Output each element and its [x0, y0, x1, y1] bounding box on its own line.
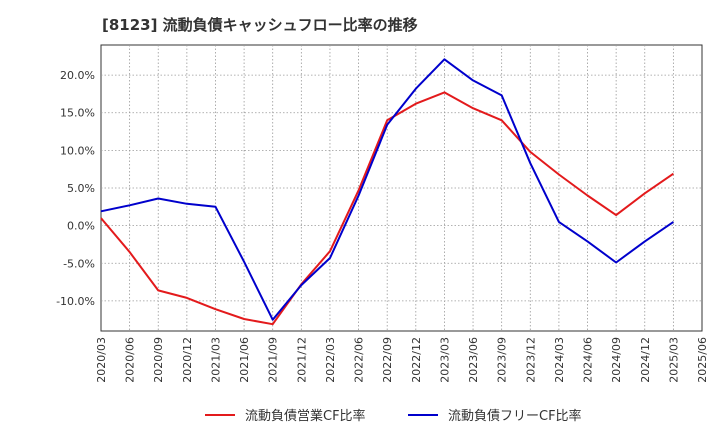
x-tick-label: 2022/09 — [381, 337, 394, 383]
x-tick-label: 2020/09 — [152, 337, 165, 383]
x-tick-label: 2023/09 — [496, 337, 509, 383]
y-tick-label: 20.0% — [60, 69, 95, 82]
y-tick-label: 10.0% — [60, 144, 95, 157]
x-tick-label: 2024/09 — [610, 337, 623, 383]
series-line-1 — [100, 91, 674, 326]
x-tick-label: 2024/06 — [582, 337, 595, 383]
x-tick-label: 2020/03 — [95, 337, 108, 383]
x-tick-label: 2022/06 — [353, 337, 366, 383]
x-tick-label: 2021/06 — [238, 337, 251, 383]
x-tick-label: 2022/12 — [410, 337, 423, 383]
legend-label-2: 流動負債フリーCF比率 — [448, 408, 582, 424]
y-tick-label: 0.0% — [67, 220, 95, 233]
y-tick-label: -10.0% — [56, 295, 95, 308]
x-tick-label: 2023/03 — [438, 337, 451, 383]
series-line-2 — [100, 58, 674, 321]
plot-area — [100, 44, 703, 332]
x-tick-label: 2021/03 — [209, 337, 222, 383]
x-tick-label: 2025/03 — [667, 337, 680, 383]
chart-title: [8123] 流動負債キャッシュフロー比率の推移 — [102, 16, 418, 34]
y-tick-label: -5.0% — [63, 257, 95, 270]
x-tick-label: 2021/12 — [295, 337, 308, 383]
x-tick-label: 2020/06 — [124, 337, 137, 383]
x-tick-label: 2022/03 — [324, 337, 337, 383]
x-tick-label: 2021/09 — [267, 337, 280, 383]
x-tick-label: 2024/12 — [639, 337, 652, 383]
y-tick-label: 15.0% — [60, 107, 95, 120]
y-tick-label: 5.0% — [67, 182, 95, 195]
legend-label-1: 流動負債営業CF比率 — [245, 408, 366, 424]
x-tick-label: 2020/12 — [181, 337, 194, 383]
x-tick-label: 2025/06 — [696, 337, 709, 383]
x-tick-label: 2023/06 — [467, 337, 480, 383]
x-tick-label: 2023/12 — [524, 337, 537, 383]
x-tick-label: 2024/03 — [553, 337, 566, 383]
